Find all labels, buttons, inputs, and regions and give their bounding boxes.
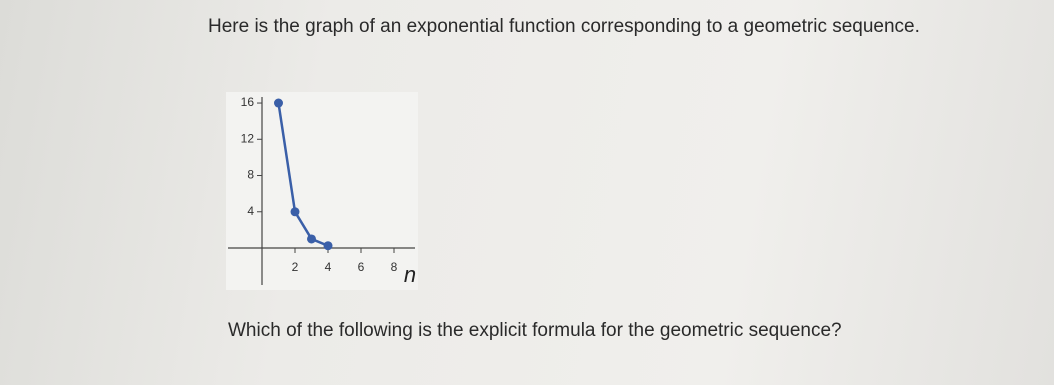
- line: [277, 102, 329, 247]
- x-tick-label: 2: [292, 260, 299, 274]
- x-tick-label: 8: [391, 260, 398, 274]
- question-text: Which of the following is the explicit f…: [228, 320, 842, 341]
- x-tick-label: 6: [358, 260, 365, 274]
- y-tick-label: 8: [247, 168, 254, 182]
- x-tick-label: 4: [325, 260, 332, 274]
- y-tick-label: 12: [241, 131, 255, 145]
- intro-text: Here is the graph of an exponential func…: [208, 16, 920, 37]
- y-tick-label: 4: [247, 204, 254, 218]
- point: [307, 234, 316, 244]
- x-axis-label: n: [404, 262, 416, 287]
- point: [323, 241, 333, 251]
- point: [290, 207, 300, 217]
- chart-background: [226, 92, 418, 290]
- point: [274, 98, 283, 108]
- y-tick-label: 16: [241, 95, 255, 109]
